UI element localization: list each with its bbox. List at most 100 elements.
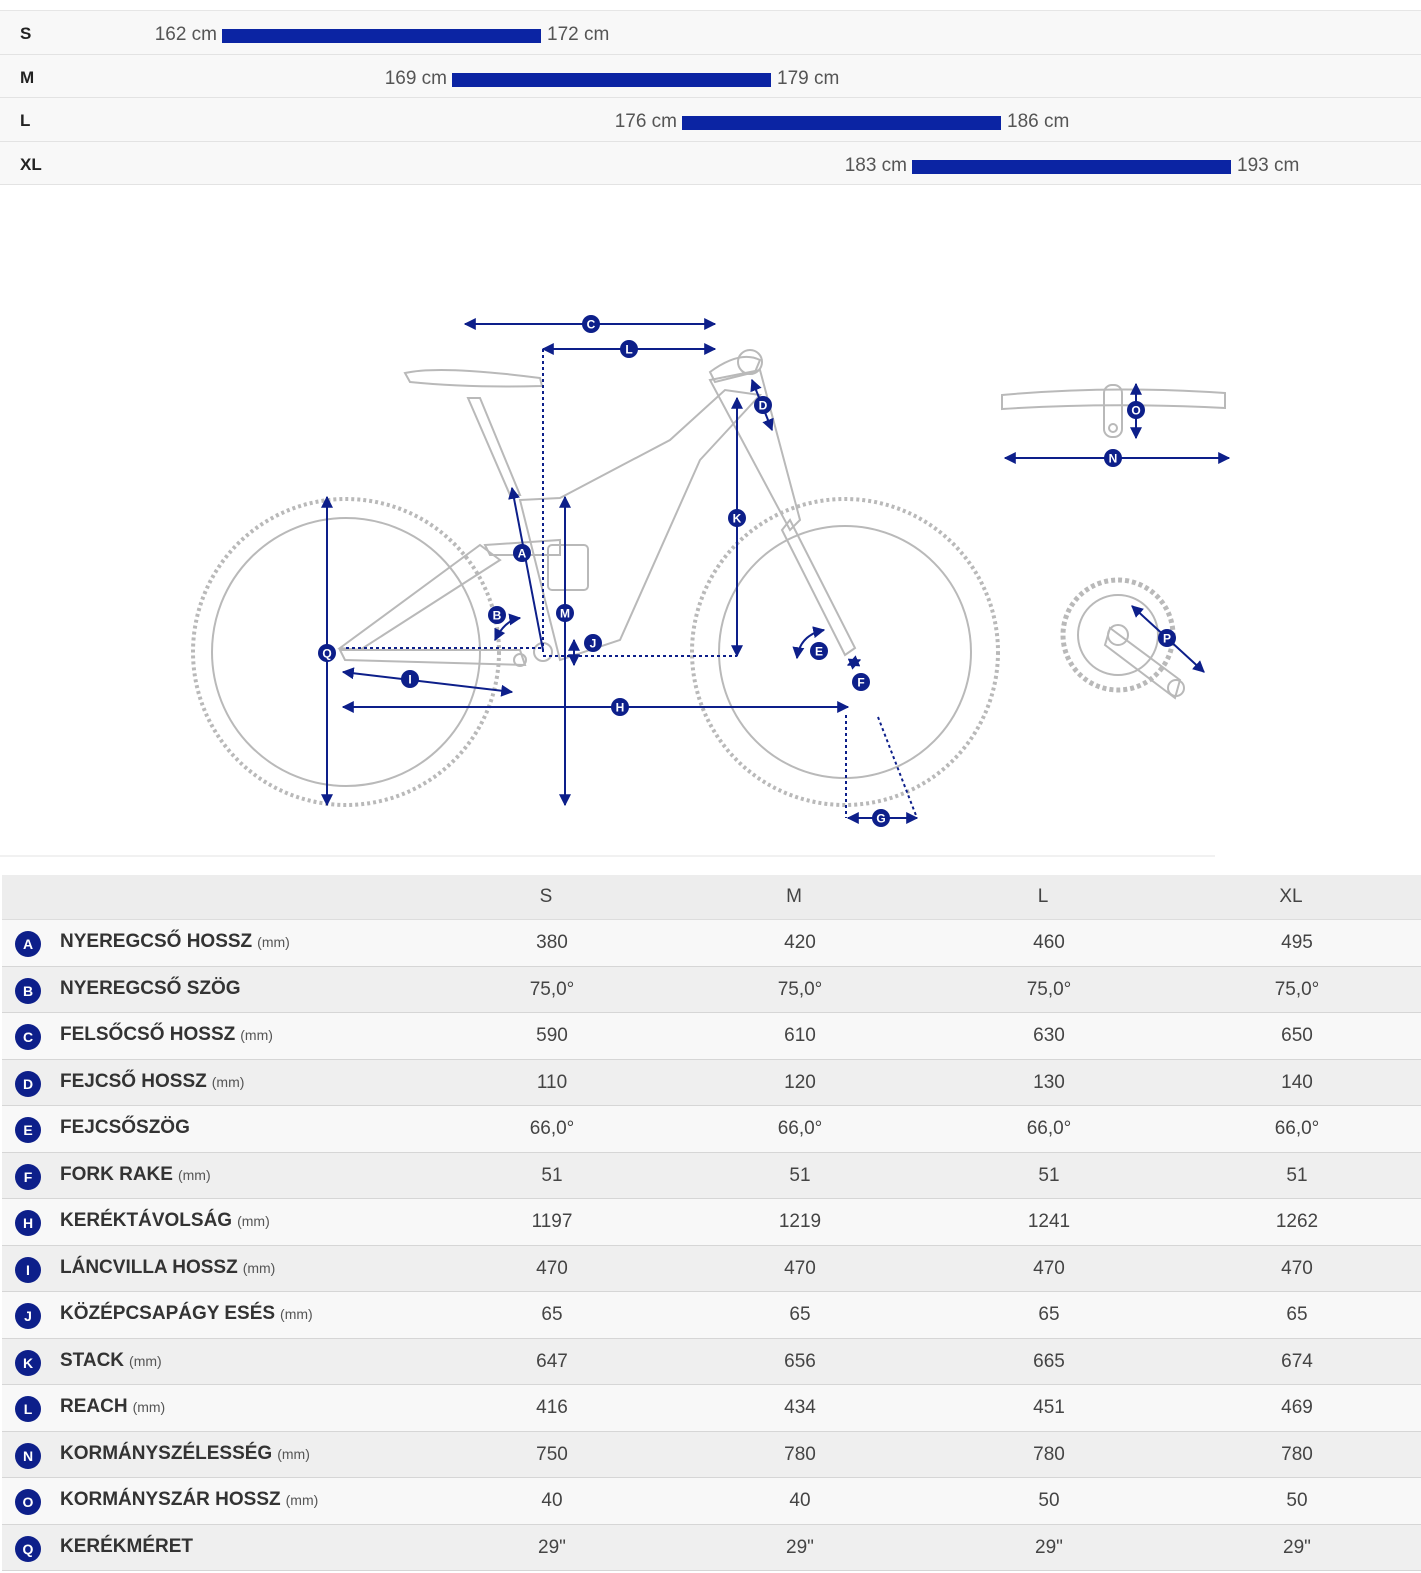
- table-cell: 380: [536, 932, 568, 953]
- table-row: L REACH (mm) 416 434 451 469: [2, 1385, 1421, 1432]
- marker-letter: D: [759, 399, 768, 413]
- row-label-text: STACK: [60, 1349, 125, 1371]
- row-label: FELSŐCSŐ HOSSZ (mm): [60, 1024, 273, 1046]
- rear-wheel-tread: [191, 497, 501, 807]
- marker-letter: E: [815, 645, 823, 659]
- range-min: 169 cm: [384, 67, 447, 89]
- line-a: [508, 486, 544, 651]
- row-label: KORMÁNYSZÉLESSÉG (mm): [60, 1443, 310, 1465]
- table-body: A NYEREGCSŐ HOSSZ (mm) 380 420 460 495 B NYEREGC…: [2, 920, 1421, 1571]
- table-row: A NYEREGCSŐ HOSSZ (mm) 380 420 460 495: [2, 920, 1421, 967]
- line-b: [494, 613, 522, 642]
- row-unit: (mm): [240, 1027, 273, 1043]
- row-label-text: NYEREGCSŐ HOSSZ: [60, 931, 253, 952]
- table-cell: 120: [784, 1071, 816, 1093]
- line-i: [341, 667, 514, 697]
- table-cell: 451: [1033, 1397, 1065, 1418]
- table-cell: 470: [536, 1257, 568, 1279]
- row-unit: (mm): [277, 1445, 310, 1462]
- row-label-text: FELSŐCSŐ HOSSZ: [60, 1024, 236, 1045]
- size-range-row-l: L 176 cm 186 cm: [0, 98, 1421, 142]
- marker-letter: O: [1131, 404, 1140, 418]
- table-cell: 780: [1281, 1443, 1313, 1465]
- row-badge: F: [15, 1163, 41, 1190]
- table-cell: 470: [784, 1257, 816, 1279]
- bb-pivot: [513, 653, 527, 667]
- fork: [780, 518, 857, 657]
- range-max: 193 cm: [1237, 154, 1300, 176]
- table-cell: 1241: [1027, 1211, 1071, 1232]
- range-bar: [222, 29, 541, 43]
- marker-letter: A: [518, 547, 527, 561]
- row-badge: L: [15, 1396, 41, 1422]
- row-label: FORK RAKE (mm): [60, 1164, 211, 1186]
- table-cell: 665: [1033, 1350, 1065, 1372]
- table-cell: 460: [1033, 932, 1065, 953]
- marker-letter: P: [1163, 632, 1171, 646]
- table-cell: 1197: [531, 1211, 573, 1232]
- range-bar: [912, 159, 1231, 174]
- table-row: Q KERÉKMÉRET 29" 29" 29" 29": [2, 1524, 1421, 1571]
- marker-n: N: [1104, 449, 1122, 467]
- table-cell: 110: [536, 1071, 568, 1093]
- row-badge: E: [15, 1117, 41, 1143]
- marker-i: I: [401, 670, 419, 688]
- marker-d: D: [754, 396, 772, 414]
- row-label: LÁNCVILLA HOSSZ (mm): [60, 1257, 275, 1279]
- range-min: 183 cm: [844, 154, 907, 176]
- marker-letter: I: [408, 673, 411, 687]
- table-cell: 674: [1281, 1350, 1313, 1372]
- column-header: L: [1037, 886, 1049, 907]
- size-range-row-s: S 162 cm 172 cm: [0, 11, 1421, 55]
- marker-letter: G: [876, 812, 885, 826]
- row-label: KERÉKMÉRET: [60, 1536, 193, 1558]
- row-label-text: REACH: [60, 1396, 128, 1417]
- table-cell: 65: [541, 1304, 563, 1325]
- column-header: XL: [1279, 886, 1303, 907]
- rear-wheel-rim: [211, 517, 481, 787]
- table-cell: 470: [1033, 1257, 1065, 1279]
- table-row: N KORMÁNYSZÉLESSÉG (mm) 750 780 780 780: [2, 1431, 1421, 1478]
- table-cell: 40: [541, 1490, 563, 1511]
- table-cell: 29": [1035, 1536, 1063, 1558]
- row-badge: K: [15, 1349, 41, 1376]
- geometry-table: S M L XL A NYEREGCSŐ HOSSZ (mm) 380 420 460 49…: [2, 875, 1421, 1571]
- marker-e: E: [810, 642, 828, 660]
- row-badge: J: [15, 1303, 41, 1329]
- row-label: KORMÁNYSZÁR HOSSZ (mm): [60, 1489, 318, 1511]
- line-e: [792, 626, 826, 660]
- marker-j: J: [584, 634, 602, 652]
- column-header: M: [786, 886, 802, 907]
- row-unit: (mm): [237, 1213, 270, 1229]
- marker-g: G: [872, 809, 890, 827]
- measurement-lines: [321, 318, 1231, 824]
- table-cell: 416: [536, 1397, 568, 1418]
- row-label-text: FEJCSŐSZÖG: [60, 1117, 190, 1138]
- table-cell: 29": [538, 1536, 566, 1558]
- row-label: NYEREGCSŐ HOSSZ (mm): [60, 931, 290, 953]
- table-cell: 51: [1286, 1164, 1308, 1186]
- row-label: FEJCSŐSZÖG: [60, 1117, 190, 1139]
- marker-b: B: [488, 606, 506, 624]
- size-label: XL: [20, 154, 42, 174]
- column-header: S: [539, 886, 553, 907]
- table-cell: 590: [536, 1025, 568, 1046]
- shock: [547, 544, 589, 591]
- marker-letter: L: [625, 343, 632, 357]
- row-label: NYEREGCSŐ SZÖG: [60, 978, 241, 1000]
- table-cell: 780: [784, 1443, 816, 1465]
- table-cell: 140: [1281, 1071, 1313, 1093]
- table-row: B NYEREGCSŐ SZÖG 75,0° 75,0° 75,0° 75,0°: [2, 966, 1421, 1013]
- stem-bolt: [1108, 423, 1118, 433]
- table-cell: 130: [1033, 1071, 1065, 1093]
- table-cell: 75,0°: [529, 978, 575, 1000]
- range-bar: [682, 116, 1001, 130]
- row-unit: (mm): [242, 1259, 276, 1276]
- pedal-bolt: [1167, 679, 1185, 697]
- table-cell: 656: [784, 1350, 816, 1372]
- table-cell: 610: [784, 1025, 816, 1046]
- table-cell: 40: [789, 1490, 811, 1511]
- table-cell: 1262: [1275, 1211, 1319, 1232]
- row-unit: (mm): [257, 934, 290, 950]
- row-label-text: KERÉKTÁVOLSÁG: [60, 1210, 233, 1231]
